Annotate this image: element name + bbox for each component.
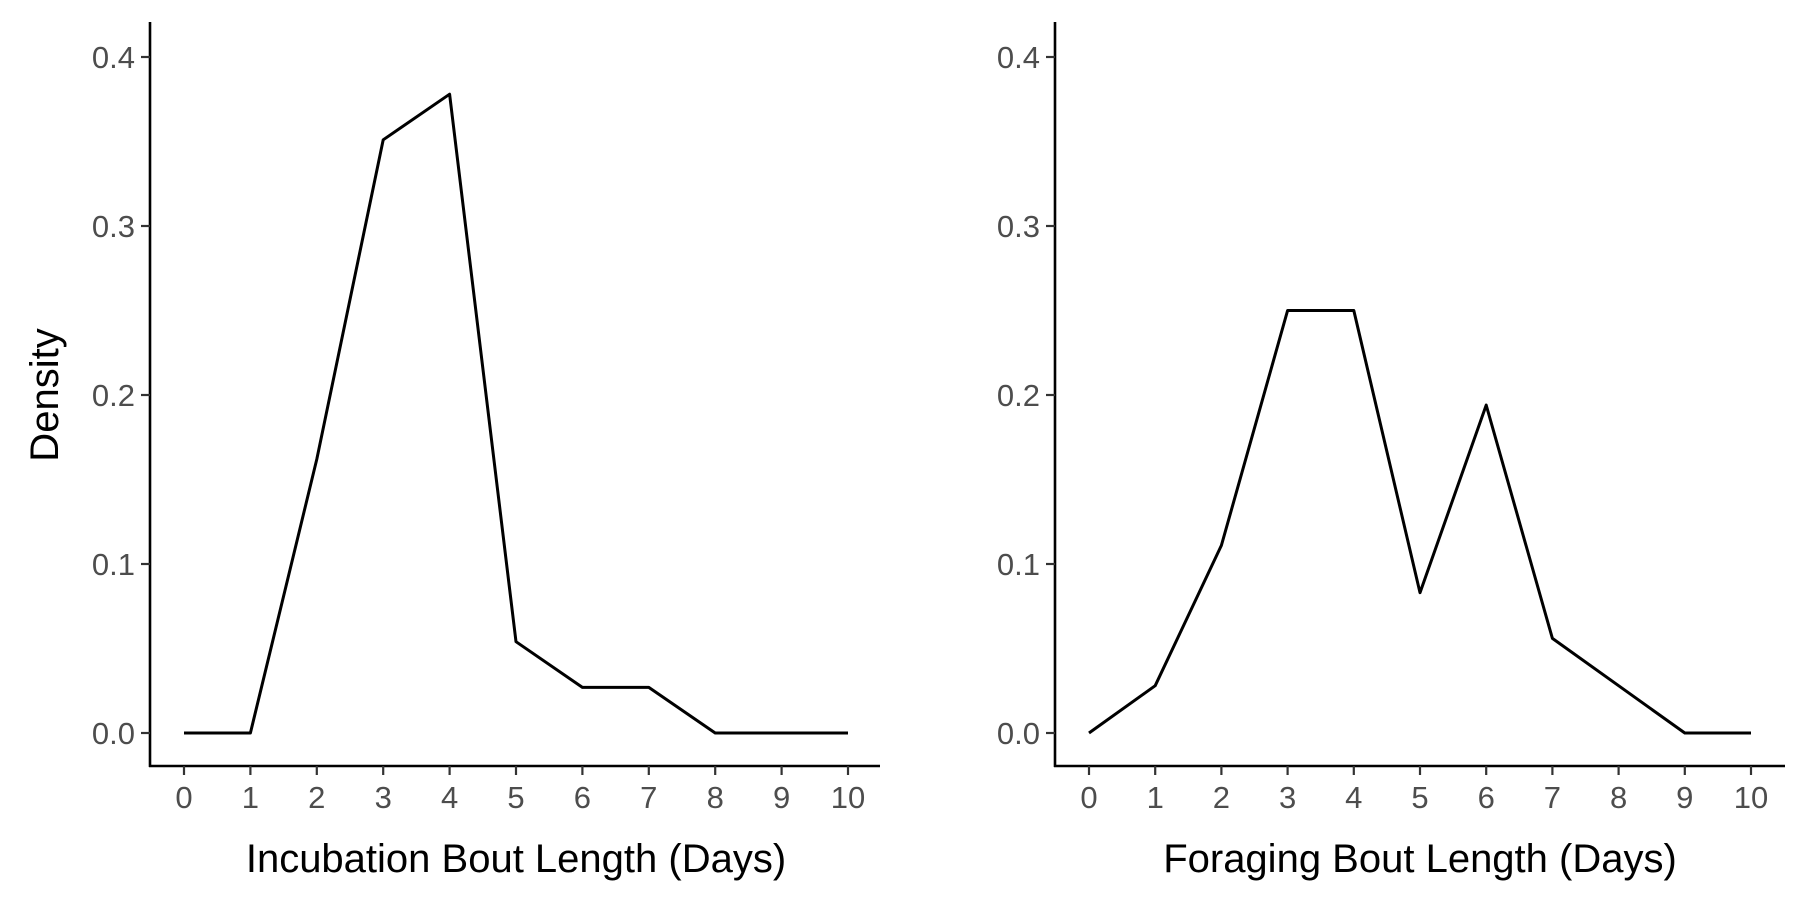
y-tick-label: 0.2: [997, 378, 1040, 413]
y-tick-label: 0.1: [997, 547, 1040, 582]
y-tick-label: 0.1: [92, 547, 135, 582]
x-tick-label: 6: [1478, 780, 1495, 815]
x-tick-label: 0: [175, 780, 192, 815]
x-tick-label: 3: [1279, 780, 1296, 815]
x-tick-label: 4: [441, 780, 458, 815]
y-tick-label: 0.0: [92, 716, 135, 751]
x-tick-label: 1: [242, 780, 259, 815]
y-tick-label: 0.3: [997, 209, 1040, 244]
x-tick-label: 9: [1676, 780, 1693, 815]
x-tick-label: 6: [574, 780, 591, 815]
x-tick-label: 2: [308, 780, 325, 815]
y-tick-label: 0.4: [997, 40, 1040, 75]
density-line: [184, 92, 848, 735]
x-tick-label: 2: [1213, 780, 1230, 815]
y-tick-label: 0.4: [92, 40, 135, 75]
x-tick-label: 7: [1544, 780, 1561, 815]
x-tick-label: 0: [1080, 780, 1097, 815]
x-tick-label: 10: [831, 780, 865, 815]
y-tick-label: 0.0: [997, 716, 1040, 751]
x-tick-label: 1: [1147, 780, 1164, 815]
x-tick-label: 8: [707, 780, 724, 815]
x-tick-label: 10: [1734, 780, 1768, 815]
x-tick-label: 3: [375, 780, 392, 815]
x-tick-label: 5: [507, 780, 524, 815]
y-axis-title: Density: [23, 328, 67, 461]
x-tick-label: 9: [773, 780, 790, 815]
x-tick-label: 5: [1411, 780, 1428, 815]
x-tick-label: 7: [640, 780, 657, 815]
incubation-chart-panel: 0.0 0.1 0.2 0.3 0.4 0 1 2 3 4 5 6 7 8 9 10 Incubation Bo…: [23, 22, 880, 881]
x-tick-label: 8: [1610, 780, 1627, 815]
x-axis-title: Incubation Bout Length (Days): [246, 837, 786, 881]
x-tick-label: 4: [1345, 780, 1362, 815]
y-tick-label: 0.2: [92, 378, 135, 413]
foraging-chart-panel: 0.0 0.1 0.2 0.3 0.4 0 1 2 3 4 5 6 7 8 9 10 Foraging Bout…: [997, 22, 1785, 881]
x-axis-title: Foraging Bout Length (Days): [1163, 837, 1677, 881]
y-tick-label: 0.3: [92, 209, 135, 244]
density-line: [1088, 309, 1751, 735]
